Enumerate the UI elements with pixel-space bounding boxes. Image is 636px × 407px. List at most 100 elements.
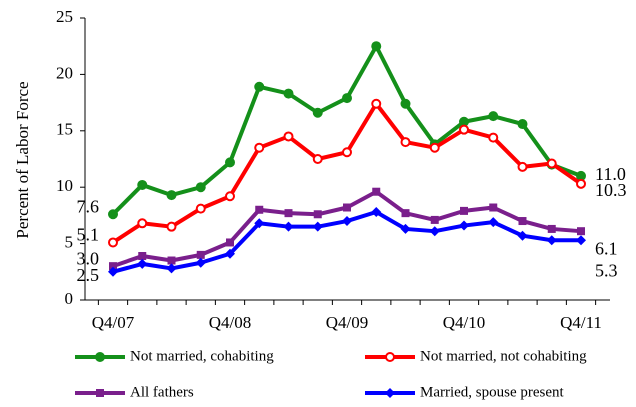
point (166, 190, 177, 201)
series-line (111, 44, 582, 216)
point (371, 98, 382, 109)
value-label: 6.1 (595, 238, 618, 258)
point (342, 216, 352, 227)
series: 5.1 10.3 (77, 98, 627, 248)
point (546, 158, 557, 169)
point (577, 227, 585, 236)
x-tick-label: Q4/07 (92, 313, 135, 332)
point (138, 252, 147, 261)
point (518, 217, 527, 226)
point (166, 221, 177, 232)
point (400, 223, 411, 234)
point (546, 235, 557, 246)
point (109, 262, 117, 271)
point (313, 210, 322, 219)
legend-marker (385, 352, 395, 362)
x-tick-label: Q4/09 (326, 313, 369, 332)
x-tick-label: Q4/08 (209, 313, 252, 332)
y-tick-label: 20 (56, 63, 73, 82)
point (312, 154, 323, 164)
point (430, 215, 439, 224)
point (284, 209, 293, 218)
point (137, 179, 148, 190)
point (488, 111, 499, 122)
y-tick-label: 15 (56, 120, 73, 139)
point (283, 131, 294, 142)
value-label: 5.1 (77, 225, 100, 245)
point (342, 147, 352, 158)
series: 7.6 11.0 (77, 41, 626, 220)
point (283, 88, 294, 99)
point (167, 256, 176, 265)
point (137, 258, 148, 269)
legend-label: Not married, not cohabiting (420, 348, 587, 364)
point (401, 209, 410, 218)
point (459, 220, 469, 231)
point (226, 238, 234, 247)
point (166, 263, 177, 274)
x-tick-label: Q4/10 (443, 313, 486, 332)
point (400, 137, 411, 148)
point (342, 93, 352, 104)
legend-marker (96, 389, 104, 397)
point (429, 142, 440, 153)
point (225, 191, 235, 202)
x-tick-label: Q4/11 (560, 313, 602, 332)
point (195, 257, 206, 268)
y-tick-label: 0 (65, 289, 74, 308)
point (517, 161, 528, 172)
legend-marker (385, 388, 395, 398)
point (254, 142, 265, 153)
point (283, 221, 294, 232)
legend-item: All fathers (75, 384, 194, 400)
series: 2.5 5.3 (77, 207, 618, 285)
point (225, 248, 235, 259)
point (459, 124, 469, 135)
value-label: 11.0 (595, 164, 626, 184)
point (225, 157, 235, 168)
legend-item: Married, spouse present (365, 384, 565, 400)
value-label: 7.6 (77, 196, 100, 216)
point (460, 206, 468, 215)
point (576, 235, 586, 246)
point (312, 221, 323, 232)
point (137, 218, 148, 229)
point (576, 178, 586, 189)
point (195, 182, 206, 193)
point (371, 41, 382, 52)
point (371, 207, 382, 218)
point (343, 203, 351, 212)
point (459, 116, 469, 127)
point (517, 230, 528, 241)
point (108, 266, 118, 277)
point (488, 132, 499, 143)
value-label: 10.3 (595, 180, 627, 200)
point (372, 187, 381, 196)
point (489, 203, 498, 212)
legend-item: Not married, not cohabiting (365, 348, 587, 364)
y-tick-label: 25 (56, 7, 73, 26)
y-axis-label: Percent of Labor Force (13, 81, 32, 238)
y-tick-label: 5 (65, 233, 74, 252)
point (576, 170, 586, 181)
point (108, 237, 118, 248)
point (254, 81, 265, 92)
point (195, 203, 206, 214)
legend-label: Not married, cohabiting (130, 348, 274, 364)
legend-item: Not married, cohabiting (75, 348, 274, 364)
point (517, 119, 528, 130)
value-label: 5.3 (595, 260, 618, 280)
point (312, 107, 323, 118)
point (488, 217, 499, 228)
point (400, 98, 411, 109)
value-label: 3.0 (77, 248, 100, 268)
value-label: 2.5 (77, 265, 100, 285)
legend-label: All fathers (130, 384, 194, 400)
legend-marker (95, 352, 105, 362)
point (429, 226, 440, 237)
point (255, 205, 264, 214)
point (254, 218, 265, 229)
point (108, 209, 118, 220)
point (547, 224, 556, 233)
